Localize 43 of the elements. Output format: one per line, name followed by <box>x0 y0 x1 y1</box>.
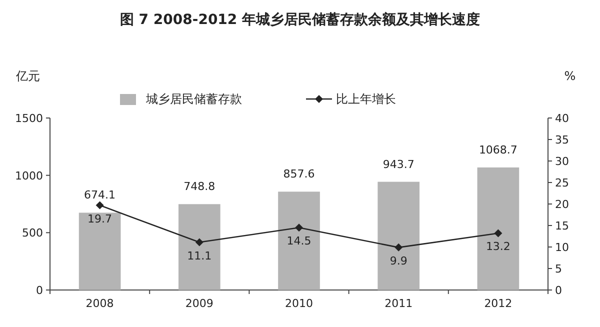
data-label: 857.6 <box>283 168 315 181</box>
data-label: 13.2 <box>486 240 510 254</box>
x-tick-label: 2008 <box>86 297 114 310</box>
bar <box>178 204 220 290</box>
y2-tick-label: 35 <box>555 134 569 146</box>
point <box>494 229 502 238</box>
y2-axis-title: % <box>564 69 576 83</box>
bar <box>477 167 520 290</box>
y2-tick-label: 0 <box>555 284 562 297</box>
legend-label: 城乡居民储蓄存款 <box>145 92 242 106</box>
y2-tick-label: 5 <box>555 262 562 276</box>
point <box>394 243 403 252</box>
x-tick-label: 2011 <box>384 297 413 310</box>
y2-tick-label: 25 <box>555 176 569 190</box>
data-label: 1068.7 <box>478 143 518 156</box>
x-tick-label: 2012 <box>484 297 512 310</box>
point <box>96 201 104 210</box>
y2-tick-label: 40 <box>555 112 569 125</box>
x-tick-label: 2010 <box>285 297 313 310</box>
y-tick-label: 1000 <box>15 169 43 182</box>
chart-title: 图 7 2008-2012 年城乡居民储蓄存款余额及其增长速度 <box>120 11 480 28</box>
data-label: 19.7 <box>88 212 112 226</box>
y2-tick-label: 15 <box>555 220 569 232</box>
x-tick-label: 2009 <box>185 297 214 310</box>
y2-tick-label: 10 <box>555 241 569 254</box>
data-label: 9.9 <box>390 254 408 268</box>
y-tick-label: 500 <box>22 226 43 240</box>
data-label: 11.1 <box>187 249 212 262</box>
bar <box>278 192 320 290</box>
y-axis-title: 亿元 <box>15 69 40 83</box>
y-tick-label: 0 <box>36 284 43 297</box>
bar <box>378 182 420 290</box>
point <box>195 238 204 246</box>
data-label: 748.8 <box>184 180 216 194</box>
bar <box>78 212 121 290</box>
data-label: 674.1 <box>84 188 116 202</box>
point <box>295 224 303 232</box>
y-tick-label: 1500 <box>15 112 43 125</box>
y2-tick-label: 30 <box>555 155 569 168</box>
data-label: 14.5 <box>286 234 312 248</box>
legend-label: 比上年增长 <box>336 92 396 106</box>
data-label: 943.7 <box>382 158 414 171</box>
y2-tick-label: 20 <box>555 198 569 211</box>
